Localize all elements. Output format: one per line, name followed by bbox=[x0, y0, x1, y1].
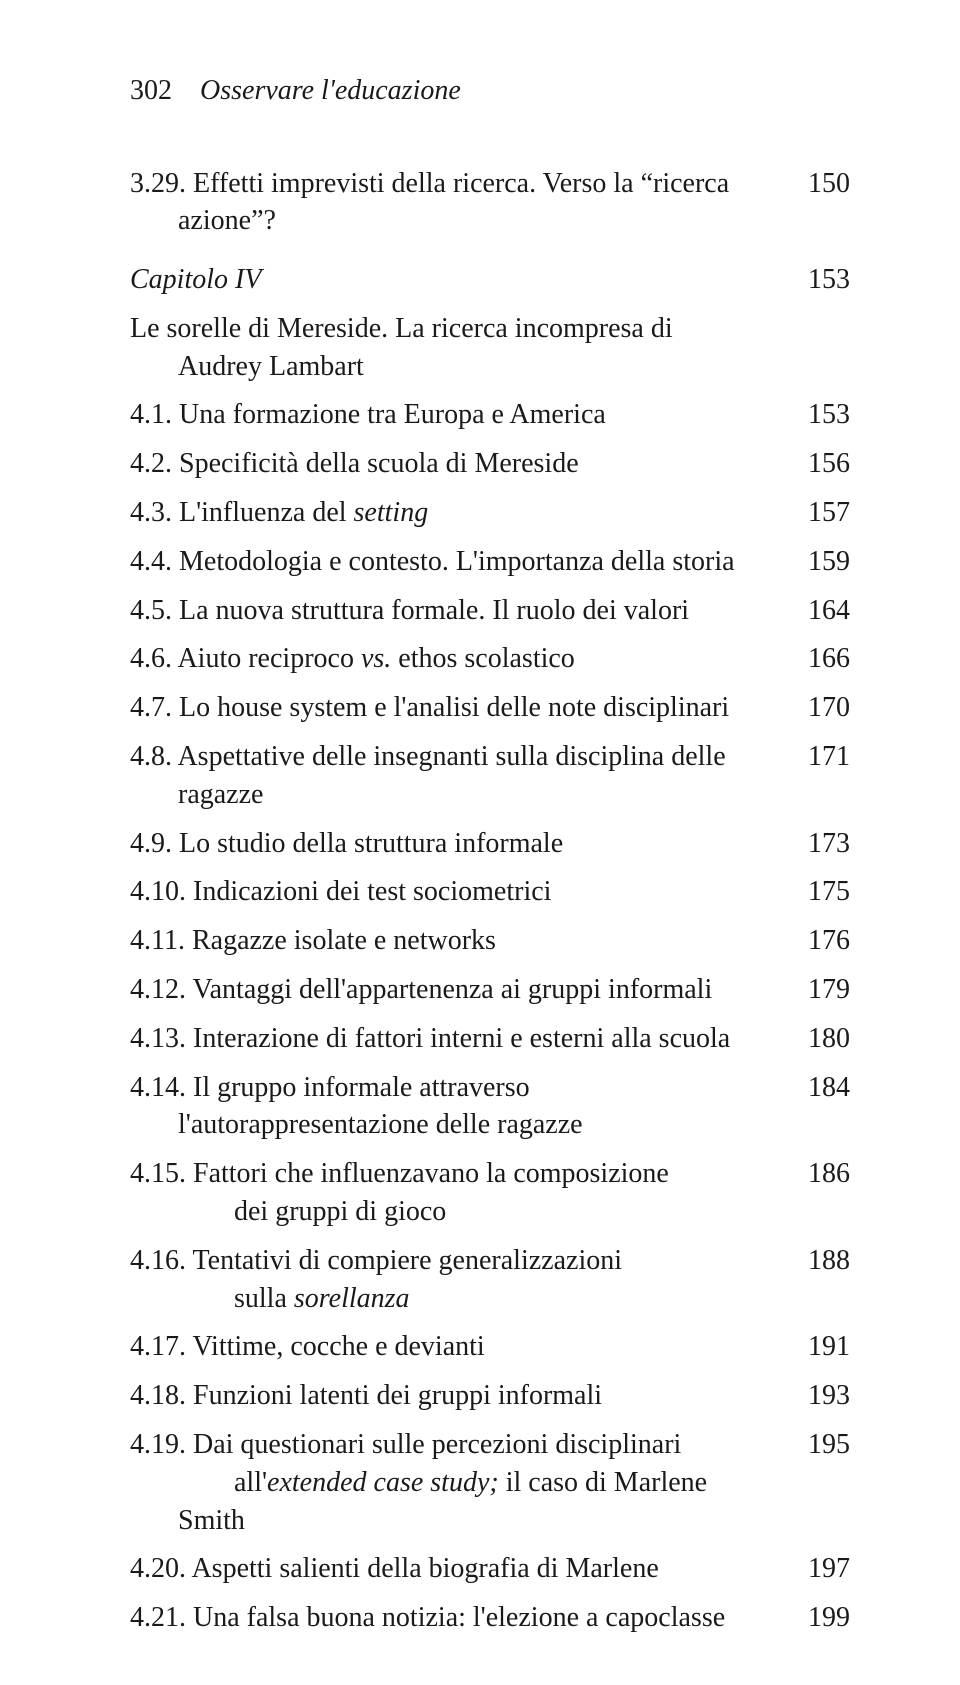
toc-row: 4.8. Aspettative delle insegnanti sulla … bbox=[130, 733, 850, 820]
toc-entry-page: 156 bbox=[788, 445, 850, 483]
toc-row: 4.3. L'influenza del setting 157 bbox=[130, 489, 850, 538]
toc-row: 4.9. Lo studio della struttura informale… bbox=[130, 819, 850, 868]
toc-row: 4.5. La nuova struttura formale. Il ruol… bbox=[130, 586, 850, 635]
toc-entry-label: 4.19. Dai questionari sulle percezioni d… bbox=[130, 1426, 750, 1539]
toc-entry-label: 4.5. La nuova struttura formale. Il ruol… bbox=[130, 592, 689, 630]
toc-entry-page: 184 bbox=[788, 1069, 850, 1107]
toc-entry-page: 171 bbox=[788, 738, 850, 776]
toc-entry-label: Capitolo IV bbox=[130, 261, 261, 299]
page-header: 302 Osservare l'educazione bbox=[130, 75, 850, 107]
toc-entry-label: 4.1. Una formazione tra Europa e America bbox=[130, 396, 606, 434]
running-head: Osservare l'educazione bbox=[200, 75, 461, 107]
toc-row: 4.13. Interazione di fattori interni e e… bbox=[130, 1014, 850, 1063]
toc-entry-page: 180 bbox=[788, 1020, 850, 1058]
toc-entry-label: 4.17. Vittime, cocche e devianti bbox=[130, 1328, 485, 1366]
toc-entry-page: 170 bbox=[788, 689, 850, 727]
toc-entry-page: 164 bbox=[788, 592, 850, 630]
toc-entry-label: 4.12. Vantaggi dell'appartenenza ai grup… bbox=[130, 971, 712, 1009]
toc-row: 4.21. Una falsa buona notizia: l'elezion… bbox=[130, 1594, 850, 1643]
toc-entry-label: 4.16. Tentativi di compiere generalizzaz… bbox=[130, 1242, 622, 1318]
toc-entry-page: 197 bbox=[788, 1550, 850, 1588]
toc-entry-label: 4.15. Fattori che influenzavano la compo… bbox=[130, 1155, 669, 1231]
toc-row: 3.29. Effetti imprevisti della ricerca. … bbox=[130, 159, 850, 246]
toc-entry-label: 4.4. Metodologia e contesto. L'importanz… bbox=[130, 543, 735, 581]
toc-row: 4.15. Fattori che influenzavano la compo… bbox=[130, 1150, 850, 1237]
toc-row: 4.14. Il gruppo informale attraverso l'a… bbox=[130, 1063, 850, 1150]
toc-row: 4.11. Ragazze isolate e networks 176 bbox=[130, 917, 850, 966]
toc-entry-label: 4.3. L'influenza del setting bbox=[130, 494, 428, 532]
toc-entry-page: 150 bbox=[788, 165, 850, 203]
toc-entry-label: 4.13. Interazione di fattori interni e e… bbox=[130, 1020, 730, 1058]
toc-entry-label: 4.20. Aspetti salienti della biografia d… bbox=[130, 1550, 659, 1588]
toc-row: 4.10. Indicazioni dei test sociometrici 1… bbox=[130, 868, 850, 917]
toc-row: 4.19. Dai questionari sulle percezioni d… bbox=[130, 1421, 850, 1545]
toc-row: 4.1. Una formazione tra Europa e America… bbox=[130, 391, 850, 440]
toc-entry-label: 3.29. Effetti imprevisti della ricerca. … bbox=[130, 165, 750, 241]
toc-row: 4.17. Vittime, cocche e devianti 191 bbox=[130, 1323, 850, 1372]
toc-entry-label: 4.11. Ragazze isolate e networks bbox=[130, 922, 496, 960]
toc-entry-page: 176 bbox=[788, 922, 850, 960]
toc-entry-label: 4.21. Una falsa buona notizia: l'elezion… bbox=[130, 1599, 725, 1637]
table-of-contents: 3.29. Effetti imprevisti della ricerca. … bbox=[130, 159, 850, 1643]
toc-row: 4.7. Lo house system e l'analisi delle n… bbox=[130, 684, 850, 733]
toc-entry-label: 4.9. Lo studio della struttura informale bbox=[130, 825, 563, 863]
toc-entry-page: 193 bbox=[788, 1377, 850, 1415]
toc-entry-page: 188 bbox=[788, 1242, 850, 1280]
toc-entry-label: 4.10. Indicazioni dei test sociometrici bbox=[130, 873, 551, 911]
toc-entry-page: 153 bbox=[788, 396, 850, 434]
toc-row: 4.20. Aspetti salienti della biografia d… bbox=[130, 1545, 850, 1594]
toc-entry-label: 4.14. Il gruppo informale attraverso l'a… bbox=[130, 1069, 750, 1145]
toc-entry-page: 199 bbox=[788, 1599, 850, 1637]
toc-entry-page: 166 bbox=[788, 640, 850, 678]
toc-row: 4.12. Vantaggi dell'appartenenza ai grup… bbox=[130, 966, 850, 1015]
toc-entry-page: 179 bbox=[788, 971, 850, 1009]
toc-entry-label: Le sorelle di Mereside. La ricerca incom… bbox=[130, 310, 750, 386]
toc-row: 4.2. Specificità della scuola di Meresid… bbox=[130, 440, 850, 489]
toc-entry-label: 4.6. Aiuto reciproco vs. ethos scolastic… bbox=[130, 640, 575, 678]
toc-entry-page: 157 bbox=[788, 494, 850, 532]
toc-row: 4.16. Tentativi di compiere generalizzaz… bbox=[130, 1236, 850, 1323]
toc-entry-label: 4.8. Aspettative delle insegnanti sulla … bbox=[130, 738, 750, 814]
toc-entry-label: 4.2. Specificità della scuola di Meresid… bbox=[130, 445, 579, 483]
toc-entry-page: 195 bbox=[788, 1426, 850, 1464]
toc-entry-label: 4.7. Lo house system e l'analisi delle n… bbox=[130, 689, 729, 727]
page-number: 302 bbox=[130, 75, 172, 107]
toc-entry-page: 173 bbox=[788, 825, 850, 863]
toc-entry-page: 191 bbox=[788, 1328, 850, 1366]
toc-row: 4.4. Metodologia e contesto. L'importanz… bbox=[130, 537, 850, 586]
toc-entry-page: 175 bbox=[788, 873, 850, 911]
toc-row: Le sorelle di Mereside. La ricerca incom… bbox=[130, 304, 850, 391]
toc-row: 4.6. Aiuto reciproco vs. ethos scolastic… bbox=[130, 635, 850, 684]
toc-entry-page: 159 bbox=[788, 543, 850, 581]
toc-row: Capitolo IV 153 bbox=[130, 256, 850, 305]
toc-entry-page: 186 bbox=[788, 1155, 850, 1193]
toc-row: 4.18. Funzioni latenti dei gruppi inform… bbox=[130, 1372, 850, 1421]
toc-entry-label: 4.18. Funzioni latenti dei gruppi inform… bbox=[130, 1377, 602, 1415]
toc-entry-page: 153 bbox=[788, 261, 850, 299]
